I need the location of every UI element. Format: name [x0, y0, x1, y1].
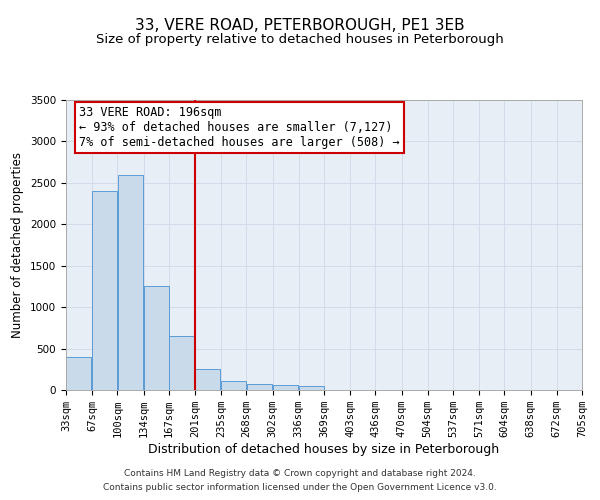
Text: 33 VERE ROAD: 196sqm
← 93% of detached houses are smaller (7,127)
7% of semi-det: 33 VERE ROAD: 196sqm ← 93% of detached h… [79, 106, 400, 149]
Text: Size of property relative to detached houses in Peterborough: Size of property relative to detached ho… [96, 32, 504, 46]
Bar [66, 357, 91, 390]
Y-axis label: Number of detached properties: Number of detached properties [11, 152, 25, 338]
Text: Contains HM Land Registry data © Crown copyright and database right 2024.: Contains HM Land Registry data © Crown c… [124, 468, 476, 477]
Bar [144, 286, 169, 390]
Bar [92, 191, 117, 390]
Bar [195, 370, 220, 390]
Bar [169, 336, 194, 390]
Text: Contains public sector information licensed under the Open Government Licence v3: Contains public sector information licen… [103, 484, 497, 492]
Bar [247, 384, 272, 390]
Bar [221, 381, 246, 390]
Bar [118, 174, 143, 390]
Text: 33, VERE ROAD, PETERBOROUGH, PE1 3EB: 33, VERE ROAD, PETERBOROUGH, PE1 3EB [135, 18, 465, 32]
Bar [273, 385, 298, 390]
Bar [299, 386, 324, 390]
X-axis label: Distribution of detached houses by size in Peterborough: Distribution of detached houses by size … [148, 443, 500, 456]
